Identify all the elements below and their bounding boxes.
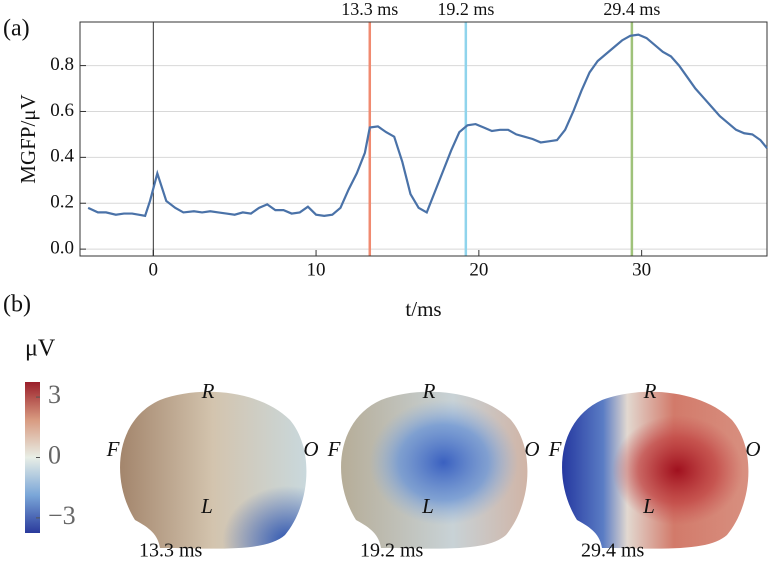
x-tick-label: 20 (469, 259, 488, 280)
x-tick-label: 0 (149, 259, 159, 280)
x-tick-label: 30 (632, 259, 651, 280)
head-1 (120, 391, 307, 549)
orientation-label: L (200, 494, 213, 518)
colorbar-tick-label: 0 (48, 440, 61, 469)
orientation-label: R (643, 379, 657, 403)
colorbar-tick-label: −3 (48, 501, 76, 530)
colorbar (25, 382, 40, 533)
y-axis-label: MGFP/μV (16, 94, 40, 183)
marker-label: 19.2 ms (437, 0, 494, 19)
map-time-label: 19.2 ms (360, 540, 424, 562)
y-tick-label: 0.2 (50, 192, 74, 213)
orientation-label: F (327, 437, 341, 461)
orientation-label: O (303, 437, 318, 461)
orientation-label: F (106, 437, 120, 461)
orientation-label: L (421, 494, 434, 518)
plot-frame (79, 21, 768, 257)
map-time-label: 13.3 ms (139, 540, 203, 562)
orientation-label: L (642, 494, 655, 518)
colorbar-tick-label: 3 (48, 380, 61, 409)
head-3 (562, 391, 749, 549)
x-tick-label: 10 (307, 259, 326, 280)
y-tick-label: 0.8 (50, 54, 74, 75)
marker-label: 29.4 ms (603, 0, 660, 19)
y-tick-label: 0.4 (50, 146, 74, 167)
unit-label: μV (25, 336, 56, 362)
map-time-label: 29.4 ms (581, 540, 645, 562)
panel-label: (a) (3, 16, 30, 42)
orientation-label: O (745, 437, 760, 461)
panel-label: (b) (3, 292, 31, 318)
orientation-label: O (524, 437, 539, 461)
marker-label: 13.3 ms (341, 0, 398, 19)
orientation-label: R (201, 379, 215, 403)
x-axis-label: t/ms (405, 297, 441, 321)
y-tick-label: 0.0 (50, 237, 74, 258)
line-chart: 0.0 0.2 0.4 0.6 0.8 0 10 20 30 13.3 ms 19.2 ms 29.4… (16, 0, 768, 321)
y-tick-label: 0.6 (50, 100, 74, 121)
data-line (87, 33, 768, 218)
orientation-label: F (548, 437, 562, 461)
head-2 (341, 391, 528, 549)
orientation-label: R (422, 379, 436, 403)
